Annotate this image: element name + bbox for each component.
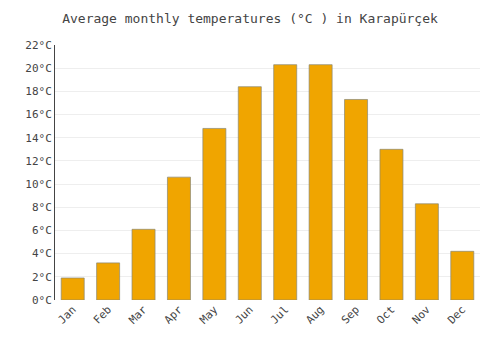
svg-text:Jan: Jan [55, 303, 78, 326]
svg-text:22°C: 22°C [25, 39, 52, 52]
svg-text:Jun: Jun [233, 303, 256, 326]
svg-text:6°C: 6°C [32, 224, 52, 237]
svg-text:14°C: 14°C [25, 132, 52, 145]
svg-text:May: May [197, 303, 221, 327]
svg-text:18°C: 18°C [25, 85, 52, 98]
svg-text:8°C: 8°C [32, 201, 52, 214]
svg-text:Average monthly temperatures (: Average monthly temperatures (°C ) in Ka… [62, 11, 438, 26]
svg-text:Apr: Apr [162, 303, 186, 327]
svg-text:Jul: Jul [268, 303, 291, 326]
svg-text:Oct: Oct [374, 303, 397, 326]
svg-text:Dec: Dec [445, 303, 468, 326]
svg-text:Nov: Nov [410, 303, 434, 327]
svg-text:16°C: 16°C [25, 108, 52, 121]
svg-text:Aug: Aug [303, 303, 326, 326]
svg-text:10°C: 10°C [25, 178, 52, 191]
svg-text:0°C: 0°C [32, 294, 52, 307]
svg-text:Feb: Feb [91, 303, 114, 326]
svg-text:Mar: Mar [126, 303, 150, 327]
svg-text:2°C: 2°C [32, 271, 52, 284]
svg-text:20°C: 20°C [25, 62, 52, 75]
svg-text:12°C: 12°C [25, 155, 52, 168]
svg-text:Sep: Sep [339, 303, 362, 326]
svg-text:4°C: 4°C [32, 247, 52, 260]
